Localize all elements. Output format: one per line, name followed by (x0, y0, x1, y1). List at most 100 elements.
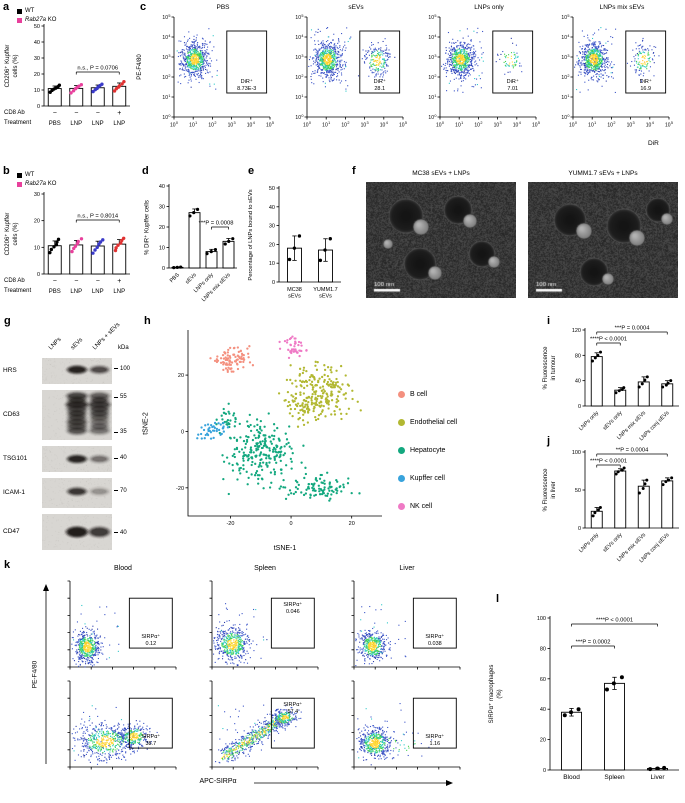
y-tick-label: 80 (575, 353, 581, 359)
treatment-value: PBS (49, 121, 61, 127)
data-point (91, 89, 95, 94)
blot-CD47 (42, 514, 112, 550)
treatment-value: LNP (113, 289, 125, 295)
panel-a-chart: 0 10 20 30 40 50 − − − + PBS LNP LNP LNP n.s., P = 0.0… (30, 14, 135, 136)
kda-value: 70 (120, 487, 127, 494)
flow-plot-k-1-0 (50, 678, 182, 774)
flow-title-0: PBS (216, 4, 230, 11)
kda-value: 55 (120, 394, 127, 400)
y-tick-label: 50 (269, 186, 275, 192)
data-point (121, 236, 126, 240)
x-cat-label: sEVs only (602, 410, 624, 432)
panel-label-d: d (142, 165, 149, 177)
data-point (619, 675, 624, 680)
legend-swatch (398, 446, 405, 454)
y-tick-label: 30 (34, 56, 40, 62)
treatment-value: LNP (92, 121, 104, 127)
y-tick-label: 10 (34, 245, 40, 251)
data-point (297, 234, 302, 238)
data-point (223, 242, 227, 246)
panel-i-chart: 0 40 80 120 LNPs only sEVs only LNPs mix sEVs L… (564, 320, 684, 444)
data-point (287, 257, 292, 262)
stat-label: ***P = 0.0008 (199, 221, 234, 227)
data-point (70, 249, 74, 254)
data-point (122, 79, 126, 84)
y-tick-label: 50 (34, 24, 40, 30)
data-point (48, 250, 52, 255)
panel-b-row2-label: Treatment (4, 288, 32, 294)
stat-label: n.s., P = 0.0706 (77, 66, 118, 72)
data-point (49, 247, 54, 252)
x-cat-label: sEVs (319, 294, 332, 300)
data-point (95, 245, 99, 250)
k-yaxis-arrow (43, 584, 49, 764)
data-point (637, 491, 641, 495)
legend-item: Hepatocyte (398, 436, 457, 464)
flow-plot-k-0-2 (334, 578, 466, 674)
y-tick-label: 40 (575, 379, 581, 385)
y-tick-label: 120 (572, 328, 581, 334)
legend-swatch-wt (17, 173, 22, 178)
data-point (664, 383, 668, 387)
bar-2 (637, 381, 650, 407)
kda-value: 40 (120, 455, 127, 461)
y-tick-label: 100 (537, 616, 546, 622)
legend-label: NK cell (410, 502, 433, 510)
blot-protein-label: CD63 (3, 411, 20, 418)
tem-image (528, 182, 678, 298)
data-point (213, 247, 218, 252)
y-tick-label: 0 (37, 104, 40, 110)
data-point (101, 238, 105, 242)
data-point (91, 251, 95, 255)
kda-marker-CD63-0: 55 (114, 394, 127, 400)
tem-image (366, 182, 516, 298)
legend-label-rab27a-ko: Rab27a KO (25, 181, 57, 187)
y-tick-label: 30 (34, 192, 40, 198)
legend-item-wt: WT (17, 7, 56, 16)
legend-item-wt: WT (17, 171, 56, 180)
panel-j-ylabel: % Fluorescence in liver (543, 468, 557, 512)
data-point (640, 382, 644, 386)
kda-dash (114, 396, 118, 398)
tsne-legend: B cell Endothelial cell Hepatocyte Kupffer … (398, 380, 457, 520)
x-cat-label: Liver (650, 774, 665, 781)
y-tick-label: 0 (578, 404, 581, 410)
legend-label: Endothelial cell (410, 418, 458, 426)
x-cat-label: Blood (563, 774, 580, 781)
panel-label-k: k (4, 559, 11, 571)
kda-dash (114, 490, 118, 491)
blot-CD63 (42, 390, 112, 440)
data-point (596, 353, 600, 357)
data-point (113, 248, 118, 253)
kda-marker-CD47-0: 40 (114, 530, 127, 536)
kda-marker-HRS-0: 100 (114, 366, 130, 372)
panel-l-bars: 0 20 40 60 80 100 Blood Spleen Liver ****P < 0.00… (537, 616, 679, 781)
panel-h-xlabel: tSNE-1 (273, 545, 297, 552)
data-point (114, 246, 118, 250)
tsne-plot (158, 324, 390, 542)
x-cat-label: LNPs only (578, 532, 600, 554)
cd8-value: − (53, 278, 57, 285)
panel-e-chart: 0 10 20 30 40 50 MC38 sEVs YUMM1.7 sEVs (262, 174, 346, 308)
legend-label-rab27a-ko: Rab27a KO (25, 17, 57, 23)
cd8-value: − (74, 110, 78, 117)
y-tick-label: 20 (159, 225, 165, 231)
y-tick-label: 40 (269, 205, 275, 211)
data-point (617, 389, 621, 393)
data-point (641, 486, 645, 490)
y-tick-label: 80 (540, 646, 546, 652)
bar-2 (90, 245, 105, 275)
y-tick-label: 10 (34, 88, 40, 94)
x-cat-label: YUMM1.7 (313, 287, 337, 293)
kda-value: 40 (120, 529, 127, 536)
legend-item-rab27a-ko: Rab27a KO (17, 180, 56, 189)
treatment-value: LNP (70, 121, 82, 127)
data-point (604, 687, 609, 692)
panel-label-l: l (496, 593, 500, 605)
legend-item-rab27a-ko: Rab27a KO (17, 16, 56, 25)
data-point (54, 242, 59, 247)
x-cat-label: PBS (169, 272, 181, 284)
panel-b-bars: 0 10 20 30 − − − + PBS LNP LNP LNP n.s., P = 0.8014 (34, 192, 130, 295)
